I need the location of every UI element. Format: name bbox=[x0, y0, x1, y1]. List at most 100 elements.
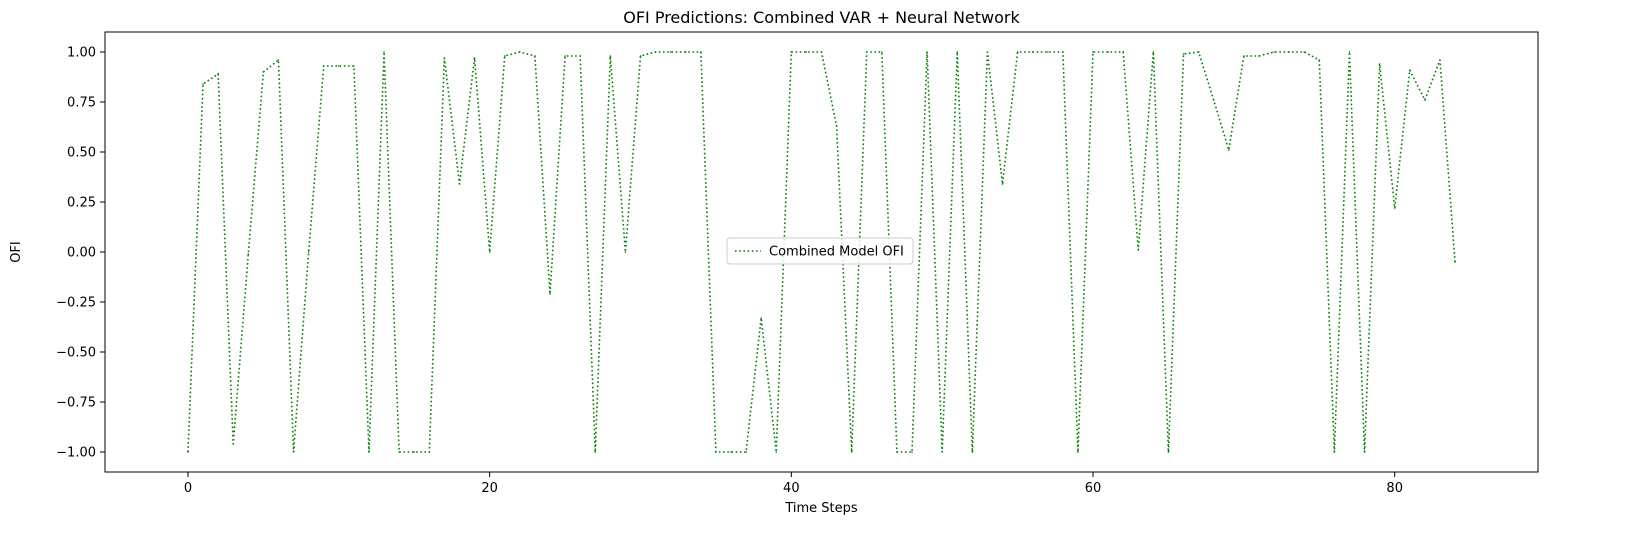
legend-box bbox=[726, 237, 914, 265]
x-tick-label: 40 bbox=[783, 481, 800, 496]
data-point bbox=[1273, 51, 1275, 53]
data-point bbox=[187, 451, 189, 453]
data-point bbox=[805, 51, 808, 53]
data-point bbox=[1122, 51, 1124, 53]
data-point bbox=[1001, 183, 1004, 185]
y-tick-label: 0.75 bbox=[67, 96, 96, 111]
data-point bbox=[534, 55, 536, 57]
x-tick-label: 0 bbox=[184, 481, 192, 496]
data-point bbox=[1303, 51, 1305, 53]
data-point bbox=[564, 55, 566, 57]
data-point bbox=[383, 51, 385, 53]
y-tick-label: 1.00 bbox=[67, 46, 96, 61]
data-point bbox=[353, 65, 355, 67]
data-point bbox=[669, 51, 672, 53]
data-point bbox=[428, 451, 431, 453]
data-point bbox=[941, 451, 943, 453]
y-tick-label: −1.00 bbox=[56, 446, 96, 461]
data-point bbox=[1378, 63, 1381, 65]
data-point bbox=[1016, 51, 1019, 53]
data-point bbox=[624, 251, 627, 253]
data-point bbox=[473, 57, 476, 59]
data-point bbox=[1288, 51, 1290, 53]
data-point bbox=[1046, 51, 1049, 53]
data-point bbox=[1107, 51, 1109, 53]
data-point bbox=[1092, 51, 1094, 53]
y-axis-label: OFI bbox=[9, 241, 24, 263]
data-point bbox=[1167, 451, 1170, 453]
data-point bbox=[881, 51, 883, 53]
x-tick-label: 60 bbox=[1085, 481, 1102, 496]
x-tick-label: 80 bbox=[1386, 481, 1403, 496]
data-point bbox=[443, 57, 446, 59]
data-point bbox=[850, 451, 853, 453]
data-point bbox=[1348, 51, 1351, 53]
data-point bbox=[971, 451, 974, 453]
y-tick-label: −0.75 bbox=[56, 396, 96, 411]
data-point bbox=[911, 451, 913, 453]
data-point bbox=[217, 73, 219, 75]
data-point bbox=[745, 451, 747, 453]
data-point bbox=[1258, 55, 1260, 57]
data-point bbox=[1393, 207, 1396, 209]
data-point bbox=[277, 59, 280, 61]
data-point bbox=[700, 51, 702, 53]
y-tick-label: −0.25 bbox=[56, 296, 96, 311]
data-point bbox=[1197, 51, 1200, 53]
data-point bbox=[760, 317, 762, 319]
data-point bbox=[639, 55, 642, 57]
data-point bbox=[715, 451, 717, 453]
data-point bbox=[1454, 261, 1456, 263]
data-point bbox=[1408, 69, 1411, 71]
data-point bbox=[684, 51, 687, 53]
data-point bbox=[1243, 55, 1245, 57]
data-point bbox=[202, 83, 204, 85]
series-layer bbox=[187, 51, 1456, 453]
data-point bbox=[790, 51, 793, 53]
data-point bbox=[986, 51, 989, 53]
data-point bbox=[1077, 451, 1079, 453]
data-point bbox=[338, 65, 340, 67]
data-point bbox=[956, 51, 959, 53]
y-tick-label: 0.25 bbox=[67, 196, 96, 211]
data-point bbox=[549, 293, 551, 295]
data-point bbox=[262, 71, 265, 73]
data-point bbox=[1062, 51, 1064, 53]
data-point bbox=[503, 55, 506, 57]
data-point bbox=[1424, 99, 1426, 101]
data-point bbox=[594, 451, 597, 453]
chart-title: OFI Predictions: Combined VAR + Neural N… bbox=[623, 8, 1020, 27]
data-point bbox=[1227, 149, 1230, 151]
legend-label: Combined Model OFI bbox=[769, 245, 904, 260]
data-point bbox=[413, 451, 416, 453]
data-point bbox=[488, 251, 491, 253]
data-point bbox=[654, 51, 657, 53]
data-point bbox=[835, 125, 838, 127]
y-axis: −1.00 −0.75 −0.50 −0.25 0.00 0.25 0.50 0.75 1.00 bbox=[56, 46, 105, 461]
data-point bbox=[579, 55, 581, 57]
data-point bbox=[896, 451, 898, 453]
data-point bbox=[292, 451, 295, 453]
data-point bbox=[307, 251, 310, 253]
data-point bbox=[865, 51, 868, 53]
data-point bbox=[232, 443, 235, 445]
y-tick-label: −0.50 bbox=[56, 346, 96, 361]
x-axis: 0 20 40 60 80 bbox=[184, 472, 1403, 496]
data-point bbox=[1333, 451, 1336, 453]
data-point bbox=[1182, 53, 1185, 55]
data-point bbox=[368, 451, 370, 453]
x-tick-label: 20 bbox=[481, 481, 498, 496]
data-point bbox=[1439, 59, 1441, 61]
data-point bbox=[1318, 59, 1321, 61]
data-point bbox=[1363, 451, 1366, 453]
data-point bbox=[519, 51, 521, 53]
y-tick-label: 0.50 bbox=[67, 146, 96, 161]
data-point bbox=[1152, 51, 1155, 53]
data-point bbox=[820, 51, 823, 53]
data-point bbox=[730, 451, 732, 453]
data-point bbox=[775, 451, 778, 453]
data-point bbox=[398, 451, 400, 453]
legend: Combined Model OFI bbox=[726, 237, 914, 265]
data-point bbox=[1212, 99, 1215, 101]
